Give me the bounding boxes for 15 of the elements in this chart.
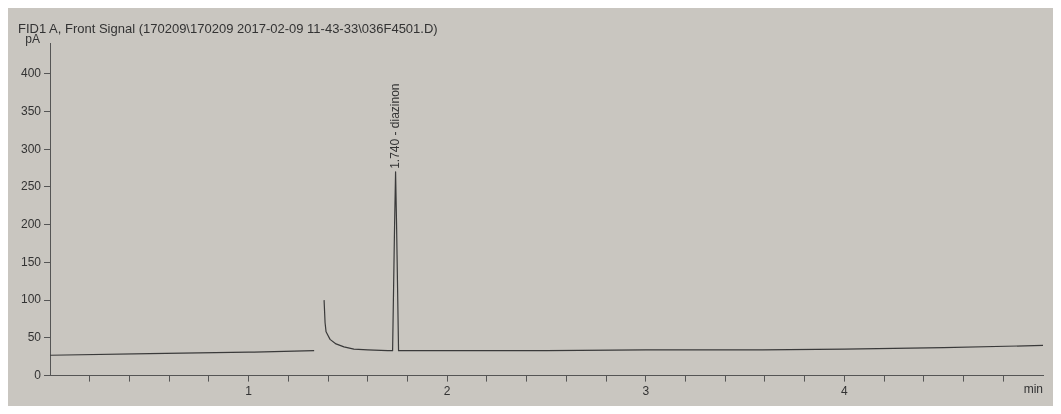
x-tick-label: 3: [642, 384, 650, 399]
annotation: 1.740 - diazinon: [387, 83, 402, 169]
y-tick-label: 0: [34, 367, 42, 382]
y-tick-label: 200: [20, 217, 42, 231]
y-tick-label: 150: [20, 254, 42, 269]
x-tick-label: 2: [443, 384, 451, 399]
y-tick-label: 100: [20, 292, 42, 307]
y-tick-label: 50: [27, 330, 42, 345]
y-tick-label: 300: [20, 141, 42, 156]
x-tick-label: 4: [841, 384, 849, 399]
x-axis-title: min: [1023, 381, 1043, 396]
x-tick-label: 1: [245, 384, 253, 399]
y-tick-label: 250: [20, 179, 42, 194]
y-tick-label: 350: [20, 103, 42, 118]
y-tick-label: 400: [20, 66, 42, 81]
